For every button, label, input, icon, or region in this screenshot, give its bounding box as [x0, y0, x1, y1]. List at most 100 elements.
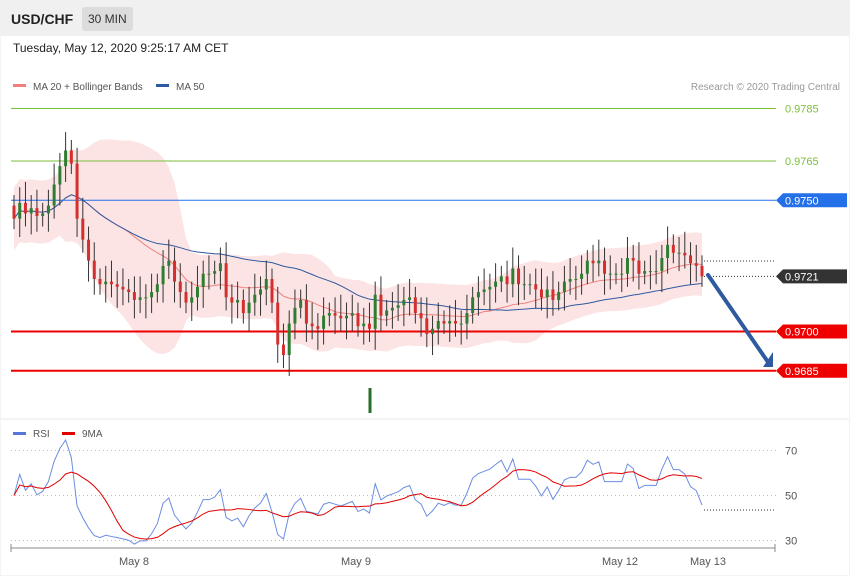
candle-body — [471, 297, 475, 314]
candle-body — [218, 263, 222, 272]
candle-body — [121, 286, 125, 290]
candle-body — [345, 315, 349, 319]
x-tick-label: May 8 — [119, 556, 149, 568]
legend-swatch — [13, 84, 26, 87]
candle-body — [316, 326, 320, 329]
candle-body — [551, 289, 555, 300]
rsi-ma-line — [13, 469, 703, 540]
candle-body — [350, 313, 354, 316]
candle-body — [654, 271, 658, 273]
level-tag — [776, 193, 847, 208]
candle-body — [643, 271, 647, 274]
candle-body — [161, 265, 165, 285]
candle-body — [683, 252, 687, 256]
candle-body — [92, 260, 96, 279]
candle-body — [287, 323, 291, 356]
chart-canvas: Tuesday, May 12, 2020 9:25:17 AM CET MA … — [1, 36, 849, 575]
main-legend: MA 20 + Bollinger Bands MA 50 — [13, 82, 205, 93]
candle-body — [671, 244, 675, 253]
timeframe-button[interactable]: 30 MIN — [82, 7, 133, 31]
candle-body — [29, 208, 33, 214]
candle-body — [499, 276, 503, 282]
candle-body — [230, 297, 234, 303]
candle-body — [150, 292, 154, 298]
candle-body — [190, 297, 194, 303]
candle-body — [385, 310, 389, 316]
candle-body — [585, 260, 589, 274]
candle-body — [603, 260, 607, 274]
candle-body — [545, 289, 549, 298]
candle-body — [648, 271, 652, 273]
candles-group — [12, 132, 704, 377]
candle-body — [574, 278, 578, 280]
forecast-arrow-head — [763, 352, 773, 367]
candle-body — [453, 320, 457, 324]
candle-body — [459, 323, 463, 325]
candle-body — [608, 273, 612, 275]
level-label: 0.9685 — [785, 366, 819, 378]
candle-body — [109, 281, 113, 285]
symbol-label: USD/CHF — [11, 11, 74, 27]
level-label: 0.9765 — [785, 156, 819, 168]
candle-body — [436, 320, 440, 329]
level-label: 0.9785 — [785, 103, 819, 115]
candle-body — [637, 260, 641, 274]
level-tag — [776, 324, 847, 339]
rsi-tick-label: 70 — [785, 446, 797, 458]
candle-body — [614, 273, 618, 275]
candle-body — [431, 328, 435, 335]
candle-body — [528, 284, 532, 286]
candle-body — [247, 302, 251, 314]
candle-body — [276, 302, 280, 345]
candle-body — [81, 218, 85, 240]
candle-body — [12, 205, 16, 219]
rsi-tick-label: 50 — [785, 491, 797, 503]
candle-body — [224, 263, 228, 298]
candle-body — [132, 292, 136, 300]
candle-body — [402, 299, 406, 306]
legend-swatch — [62, 432, 75, 435]
candle-body — [322, 315, 326, 329]
candle-body — [98, 278, 102, 285]
candle-body — [379, 294, 383, 316]
legend-label: MA 20 + Bollinger Bands — [33, 82, 143, 93]
candle-body — [362, 323, 366, 327]
candle-body — [442, 320, 446, 324]
candle-body — [666, 244, 670, 258]
legend-label: MA 50 — [176, 82, 205, 93]
candle-body — [35, 208, 39, 217]
level-tag — [776, 269, 847, 284]
candle-body — [631, 257, 635, 261]
candle-body — [694, 263, 698, 266]
level-label: 0.9721 — [785, 271, 819, 283]
candle-body — [281, 344, 285, 356]
candle-body — [41, 213, 45, 217]
timestamp: Tuesday, May 12, 2020 9:25:17 AM CET — [13, 41, 229, 55]
candle-body — [75, 163, 79, 219]
candle-body — [127, 289, 131, 293]
candle-body — [494, 281, 498, 287]
candle-body — [339, 315, 343, 319]
x-tick-label: May 9 — [341, 556, 371, 568]
candle-body — [333, 313, 337, 316]
candle-body — [264, 278, 268, 290]
x-tick-label: May 13 — [690, 556, 726, 568]
candle-body — [689, 255, 693, 264]
candle-body — [522, 284, 526, 286]
candle-body — [620, 273, 624, 275]
candle-body — [195, 286, 199, 298]
candle-body — [517, 268, 521, 285]
candle-body — [58, 166, 62, 185]
candle-body — [419, 313, 423, 319]
rsi-legend: RSI 9MA — [13, 429, 103, 440]
candle-body — [304, 299, 308, 324]
candle-body — [465, 313, 469, 324]
candle-body — [178, 281, 182, 293]
x-axis-labels: May 8 May 9 May 12 May 13 — [10, 544, 776, 568]
candle-body — [448, 320, 452, 324]
candle-body — [241, 299, 245, 314]
candle-body — [476, 292, 480, 298]
candle-body — [700, 265, 704, 277]
candle-body — [310, 323, 314, 327]
candle-body — [23, 202, 27, 214]
